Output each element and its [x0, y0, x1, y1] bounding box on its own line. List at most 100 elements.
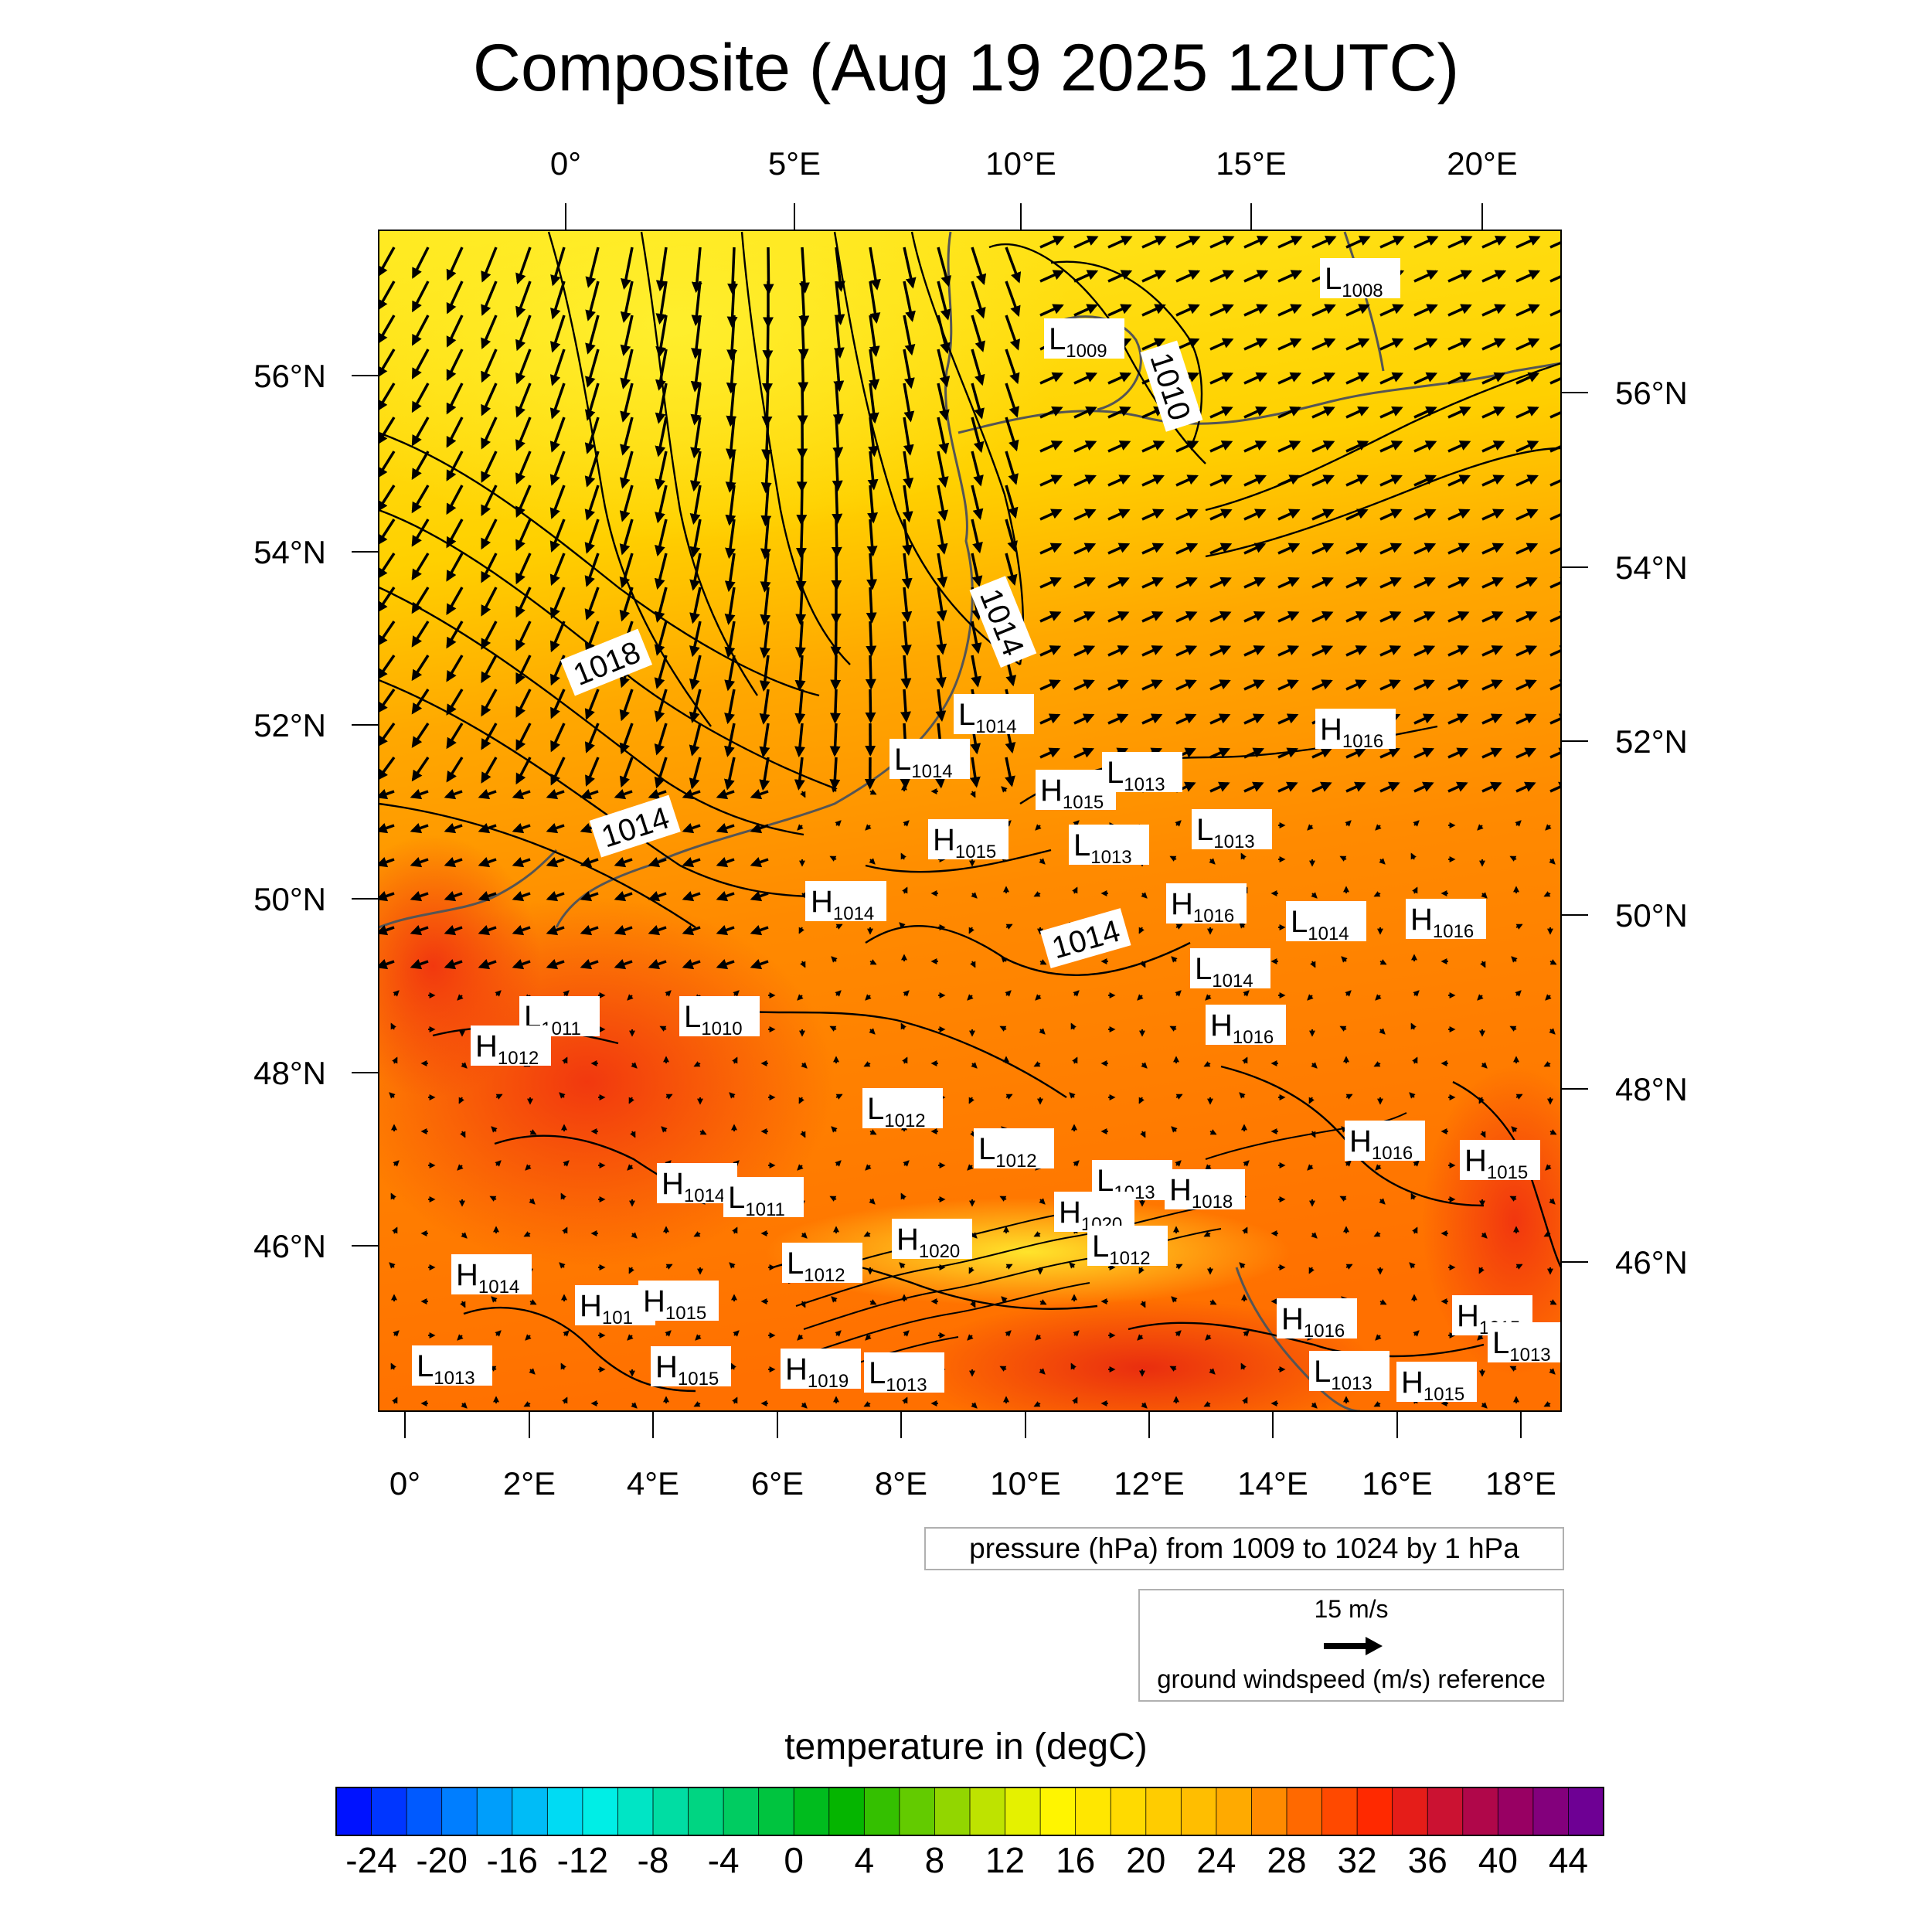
colorbar-bin: [476, 1787, 513, 1836]
colorbar-label: 44: [1548, 1840, 1589, 1880]
wind-vector: [1039, 304, 1064, 317]
wind-vector: [1107, 474, 1131, 487]
pressure-center-type: L: [867, 1092, 884, 1126]
wind-vector: [1379, 440, 1403, 453]
wind-vector: [1477, 1334, 1484, 1341]
colorbar-bin: [934, 1787, 971, 1836]
wind-vector: [549, 349, 566, 386]
wind-vector: [759, 655, 770, 692]
wind-vector: [732, 1056, 738, 1064]
wind-vector: [1175, 713, 1197, 725]
wind-vector: [1209, 236, 1235, 249]
wind-vector: [936, 621, 947, 655]
wind-vector: [798, 1097, 804, 1104]
wind-vector: [1175, 645, 1198, 657]
wind-vector: [967, 1164, 974, 1171]
pressure-center-type: H: [1059, 1196, 1081, 1230]
wind-vector: [549, 553, 566, 586]
wind-vector: [1242, 1226, 1248, 1234]
wind-vector: [512, 924, 531, 936]
wind-vector: [695, 1334, 702, 1341]
wind-vector: [1209, 1299, 1217, 1305]
wind-vector: [549, 417, 566, 453]
wind-vector: [1107, 406, 1131, 419]
wind-vector: [732, 1226, 738, 1234]
top-tick-0: 0°: [550, 145, 581, 182]
wind-vector: [903, 349, 915, 389]
wind-vector: [410, 924, 429, 936]
wind-vector: [411, 383, 430, 413]
wind-vector: [1549, 1299, 1557, 1305]
wind-vector: [725, 451, 736, 493]
wind-vector: [1107, 509, 1131, 521]
wind-vector: [1138, 927, 1145, 934]
wind-vector: [829, 757, 841, 791]
wind-vector: [1311, 372, 1336, 385]
wind-vector: [627, 1334, 634, 1341]
wind-vector: [1511, 1126, 1518, 1133]
wind-vector: [971, 417, 985, 454]
wind-vector: [1039, 406, 1063, 419]
wind-vector: [1339, 1026, 1347, 1032]
wind-vector: [550, 757, 566, 786]
wind-vector: [585, 757, 600, 787]
wind-vector: [655, 281, 668, 325]
pressure-center-value: 1008: [1342, 281, 1383, 301]
wind-vector: [689, 553, 702, 591]
wind-vector: [1549, 679, 1561, 691]
wind-vector: [1107, 372, 1132, 385]
wind-vector: [1073, 1160, 1080, 1167]
pressure-center-type: H: [456, 1258, 478, 1292]
left-tick-2: 52°N: [253, 707, 326, 743]
wind-vector: [1447, 440, 1471, 453]
wind-vector: [655, 417, 668, 457]
wind-vector: [1243, 406, 1267, 419]
wind-vector: [869, 349, 880, 391]
bottom-tick-5: 10°E: [990, 1465, 1061, 1502]
pressure-center-label: H1016: [1210, 1009, 1274, 1048]
wind-vector: [1379, 858, 1386, 865]
pressure-center-type: H: [1169, 1173, 1192, 1207]
pressure-center-high: H1015: [651, 1346, 731, 1389]
wind-vector: [863, 1231, 871, 1237]
wind-vector: [1203, 1061, 1211, 1067]
wind-vector: [1410, 852, 1417, 860]
wind-vector: [1175, 820, 1182, 827]
wind-vector: [801, 1062, 808, 1069]
pressure-center-value: 1013: [1509, 1345, 1550, 1366]
wind-vector: [1478, 1097, 1485, 1104]
colorbar-bin: [1075, 1787, 1112, 1836]
wind-vector: [1545, 1164, 1552, 1171]
wind-vector: [1481, 679, 1503, 691]
bottom-tick-6: 12°E: [1114, 1465, 1185, 1502]
wind-vector: [865, 824, 872, 831]
wind-vector: [1549, 1129, 1557, 1135]
wind-vector: [1549, 959, 1557, 965]
wind-vector: [1413, 1160, 1420, 1167]
pressure-center-label: H1016: [1349, 1124, 1413, 1164]
colorbar-bin: [1110, 1787, 1147, 1836]
wind-vector: [1509, 1026, 1517, 1032]
wind-vector: [1005, 923, 1013, 930]
wind-vector: [1545, 994, 1552, 1001]
pressure-center-value: 1016: [1304, 1321, 1345, 1342]
wind-vector: [1277, 304, 1302, 317]
wind-vector: [1141, 892, 1148, 899]
wind-vector: [1345, 406, 1369, 419]
wind-vector: [1209, 372, 1234, 385]
wind-vector: [750, 788, 769, 800]
wind-vector: [1345, 820, 1352, 827]
wind-vector: [1413, 304, 1438, 317]
pressure-center-value: 1019: [808, 1371, 849, 1392]
wind-vector: [903, 1330, 910, 1337]
wind-vector: [716, 958, 735, 970]
wind-vector: [716, 924, 735, 936]
wind-vector: [1175, 1094, 1183, 1100]
pressure-center-value: 1015: [665, 1303, 706, 1324]
colorbar-label: -4: [707, 1840, 740, 1880]
wind-vector: [724, 689, 736, 725]
wind-vector: [1141, 679, 1163, 691]
pressure-center-value: 1013: [1090, 847, 1131, 868]
wind-vector: [869, 789, 877, 795]
pressure-center-background: [1190, 948, 1270, 988]
